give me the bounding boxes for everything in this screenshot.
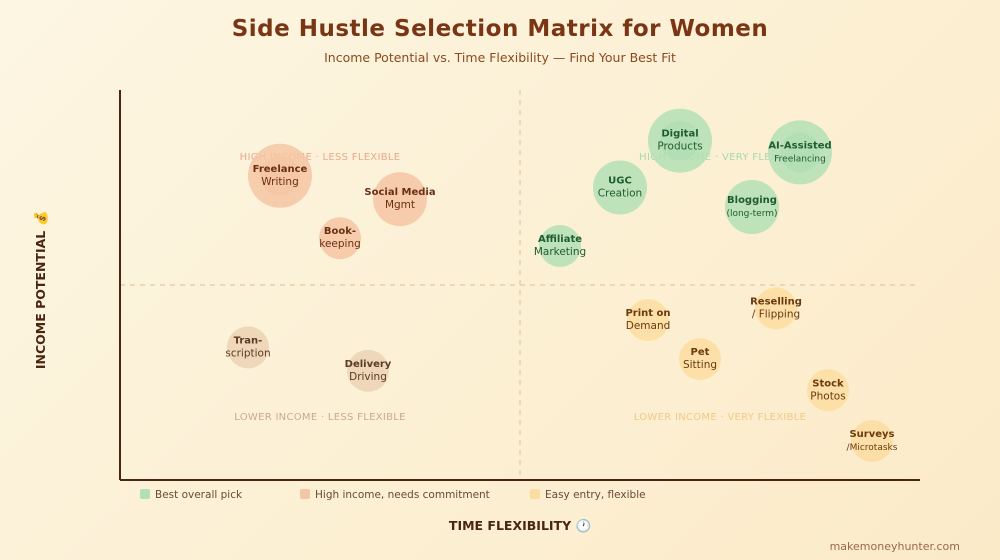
x-axis-label: TIME FLEXIBILITY 🕐	[449, 518, 591, 533]
bubble-sublabel: Photos	[810, 390, 845, 402]
bubble-label: Tran-	[234, 335, 263, 346]
bubble-circle	[755, 287, 797, 330]
bubble-label: AI-Assisted	[768, 140, 831, 151]
quadrant-dividers	[120, 90, 920, 480]
legend-label: High income, needs commitment	[315, 489, 490, 501]
bubble-sublabel: Products	[657, 141, 702, 153]
legend-item-best: Best overall pick	[140, 489, 243, 501]
legend-label: Best overall pick	[155, 489, 243, 501]
bubble-sublabel: (long-term)	[726, 209, 777, 219]
bubble-circle	[593, 160, 647, 215]
legend-item-high: High income, needs commitment	[300, 489, 490, 501]
bubble-label: Print on	[625, 308, 670, 319]
bubble-circle	[725, 180, 779, 234]
quadrant-label-bl: LOWER INCOME · LESS FLEXIBLE	[234, 412, 406, 423]
bubble-sublabel: Writing	[261, 176, 299, 188]
bubble-label: Surveys	[849, 429, 894, 440]
bubble-sublabel: Demand	[626, 320, 671, 332]
bubble-label: Delivery	[345, 359, 392, 370]
bubble-label: Pet	[691, 347, 710, 358]
bubble-sublabel: Creation	[598, 188, 642, 200]
bubble-sublabel: Freelancing	[774, 154, 826, 164]
quadrant-label-br: LOWER INCOME · VERY FLEXIBLE	[634, 412, 807, 423]
bubble-sublabel: Mgmt	[385, 199, 415, 211]
watermark: makemoneyhunter.com	[829, 540, 960, 553]
quadrant-labels: HIGH INCOME · LESS FLEXIBLE HIGH INCOME ·…	[234, 152, 806, 423]
bubble-circle	[679, 338, 721, 381]
bubble-sublabel: Driving	[349, 371, 387, 383]
legend-swatch	[140, 489, 150, 499]
legend-item-easy: Easy entry, flexible	[530, 489, 646, 501]
bubble-blogging: Blogging (long-term)	[725, 180, 779, 234]
bubble-sublabel: / Flipping	[752, 308, 800, 320]
bubble-circle	[319, 217, 361, 260]
bubble-label: Digital	[661, 129, 698, 140]
bubble-label: Social Media	[364, 187, 435, 198]
legend-swatch	[530, 489, 540, 499]
bubble-circle	[347, 349, 389, 392]
quadrant-label-tl: HIGH INCOME · LESS FLEXIBLE	[240, 152, 401, 163]
legend: Best overall pick High income, needs comm…	[140, 489, 646, 501]
bubble-label: UGC	[608, 176, 632, 187]
legend-label: Easy entry, flexible	[545, 489, 646, 501]
bubble-core	[260, 155, 300, 196]
bubble-label: Blogging	[727, 195, 777, 206]
bubble-surveys: Surveys/Microtasks	[847, 420, 898, 462]
chart-title: Side Hustle Selection Matrix for Women	[231, 16, 769, 42]
bubble-core	[660, 120, 700, 161]
bubble-sublabel: Marketing	[534, 246, 586, 258]
bubble-circle	[851, 420, 893, 462]
bubble-core	[780, 132, 820, 173]
bubble-sublabel: Sitting	[683, 359, 717, 371]
bubble-sublabel: scription	[225, 347, 270, 359]
bubble-label: Reselling	[750, 296, 802, 307]
bubble-reselling: Reselling/ Flipping	[750, 287, 802, 330]
bubble-label: Affiliate	[538, 234, 582, 245]
chart-subtitle: Income Potential vs. Time Flexibility — …	[324, 50, 676, 65]
axes	[119, 90, 920, 481]
bubble-circle	[227, 326, 269, 369]
bubble-book: Book-keeping	[319, 217, 361, 260]
bubble-circle	[539, 225, 581, 267]
legend-swatch	[300, 489, 310, 499]
bubble-tran: Tran-scription	[225, 326, 271, 369]
bubble-circle	[627, 299, 669, 342]
bubble-label: Freelance	[253, 164, 308, 175]
bubble-sublabel: keeping	[319, 238, 361, 250]
quadrant-label-tr: HIGH INCOME · VERY FLEXIBLE	[639, 152, 801, 163]
bubble-sublabel: /Microtasks	[847, 443, 898, 453]
bubble-label: Stock	[812, 378, 844, 389]
y-axis-label: INCOME POTENTIAL 💰	[33, 211, 49, 369]
bubble-ai-assisted: AI-Assisted Freelancing	[768, 120, 832, 185]
bubble-circle	[373, 172, 427, 227]
bubble-circle	[807, 369, 849, 412]
bubble-label: Book-	[324, 226, 356, 237]
